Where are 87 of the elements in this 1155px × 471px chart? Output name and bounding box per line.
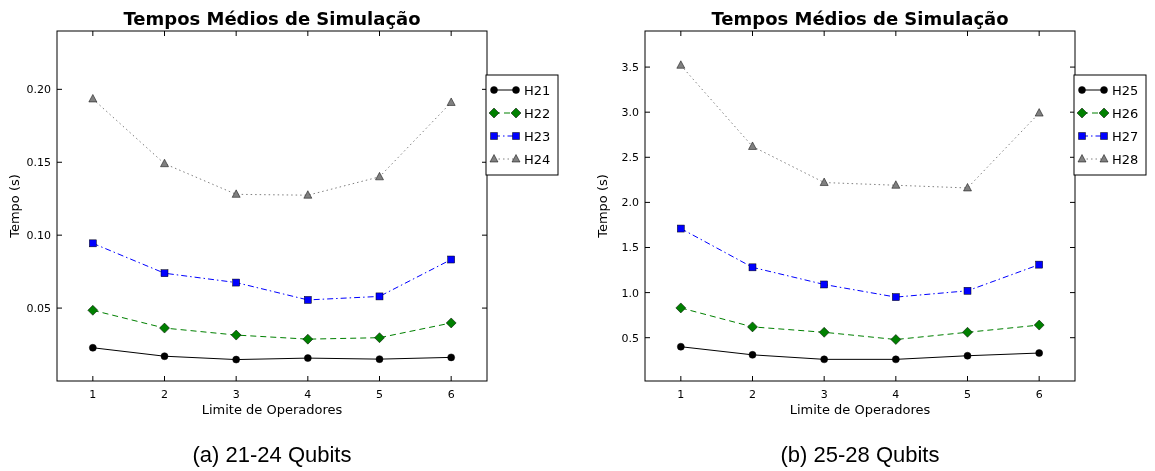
point (818, 327, 830, 338)
point (1033, 319, 1045, 331)
y-tick-label: 0.05 (26, 302, 51, 316)
point (302, 333, 314, 345)
point (375, 355, 384, 363)
x-tick-label: 1 (89, 388, 97, 401)
text: (a) 21-24 Qubits (192, 442, 352, 467)
point (1035, 260, 1043, 269)
x-tick-label: 5 (964, 388, 971, 401)
point (819, 177, 829, 186)
legend-label: H28 (1112, 152, 1139, 167)
point (374, 332, 385, 343)
legend-label: H21 (524, 83, 551, 98)
legend-label: H24 (524, 152, 551, 167)
point (87, 305, 99, 316)
x-tick-label: 2 (161, 388, 168, 401)
point (446, 97, 456, 106)
x-tick-label: 5 (376, 388, 383, 401)
x-axis-title: Limite de Operadores (789, 402, 931, 417)
x-tick-label: 4 (304, 388, 312, 401)
point (892, 355, 900, 364)
x-tick-label: 3 (820, 388, 828, 401)
point (89, 344, 97, 352)
y-axis-title: Tempo (s) (595, 174, 610, 239)
point (748, 351, 757, 359)
legend-label: H26 (1112, 106, 1139, 121)
point (232, 355, 240, 364)
point (677, 342, 685, 351)
x-axis-title: Limite de Operadores (201, 402, 343, 417)
point (962, 327, 973, 338)
text: (b) 25-28 Qubits (780, 442, 940, 467)
point (231, 189, 241, 198)
chart-title: Tempos Médios de Simulação (123, 8, 421, 29)
point (891, 180, 901, 189)
point (303, 190, 313, 199)
chart-title: Tempos Médios de Simulação (711, 8, 1009, 29)
y-axis-title: Tempo (s) (7, 174, 22, 239)
x-tick-label: 6 (1035, 388, 1043, 401)
point (963, 351, 972, 360)
point (232, 278, 240, 287)
legend-label: H25 (1112, 83, 1139, 98)
point (160, 158, 169, 167)
point (677, 224, 685, 233)
y-tick-label: 3.0 (621, 106, 639, 120)
point (230, 329, 242, 341)
y-tick-label: 2.0 (621, 196, 639, 210)
y-tick-label: 3.5 (621, 61, 639, 75)
x-tick-label: 6 (447, 388, 455, 401)
point (160, 352, 169, 360)
point (963, 287, 972, 295)
point (820, 355, 828, 364)
point (675, 302, 687, 314)
point (820, 280, 828, 289)
point (88, 94, 98, 103)
point (89, 239, 97, 248)
y-tick-label: 0.15 (26, 156, 51, 170)
y-tick-label: 2.5 (621, 151, 639, 165)
point (445, 317, 457, 329)
point (304, 354, 312, 362)
y-tick-label: 0.20 (26, 83, 51, 97)
point (892, 293, 900, 301)
point (447, 353, 455, 362)
point (375, 172, 384, 181)
legend-label: H22 (524, 106, 551, 121)
x-tick-label: 2 (749, 388, 756, 401)
point (747, 321, 758, 333)
y-tick-label: 0.5 (621, 331, 639, 345)
point (963, 183, 972, 192)
point (890, 334, 902, 345)
point (160, 269, 169, 277)
point (447, 255, 455, 264)
point (1035, 349, 1043, 357)
y-tick-label: 0.10 (26, 229, 51, 243)
x-tick-label: 4 (892, 388, 900, 401)
y-tick-label: 1.0 (621, 286, 639, 300)
point (304, 296, 312, 304)
point (748, 141, 757, 150)
legend-label: H23 (524, 129, 551, 144)
point (375, 292, 384, 301)
x-tick-label: 1 (677, 388, 685, 401)
point (159, 322, 170, 334)
point (676, 60, 686, 69)
x-tick-label: 3 (232, 388, 240, 401)
point (1034, 108, 1044, 117)
legend-label: H27 (1112, 129, 1139, 144)
point (748, 263, 757, 272)
y-tick-label: 1.5 (621, 241, 639, 255)
